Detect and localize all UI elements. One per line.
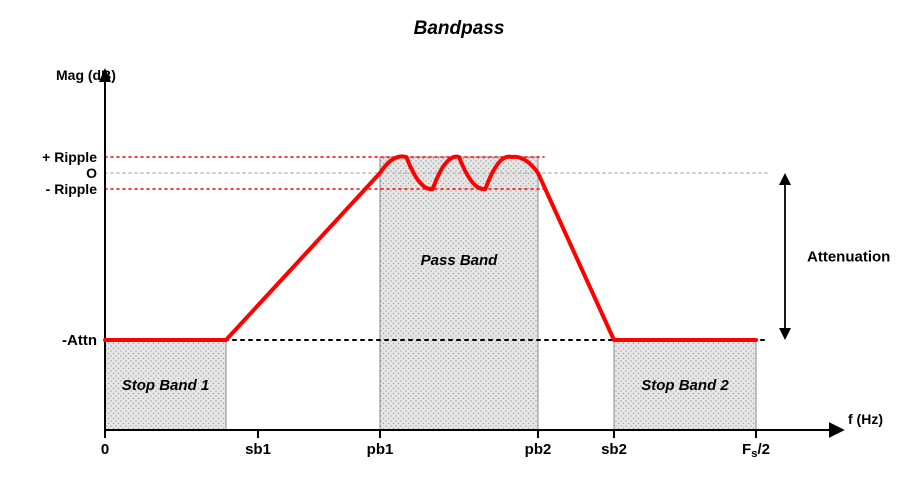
xtick-sb1: sb1 bbox=[245, 441, 271, 458]
xtick-fs2: Fs/2 bbox=[742, 441, 770, 460]
passband-region bbox=[380, 157, 538, 430]
stopband1-label: Stop Band 1 bbox=[122, 377, 210, 394]
attenuation-label: Attenuation bbox=[807, 249, 890, 266]
xtick-pb2: pb2 bbox=[525, 441, 552, 458]
passband-label: Pass Band bbox=[421, 252, 499, 269]
xtick-zero: 0 bbox=[101, 441, 109, 458]
xtick-pb1: pb1 bbox=[367, 441, 394, 458]
stopband2-label: Stop Band 2 bbox=[641, 377, 729, 394]
ylabel-plus-ripple: + Ripple bbox=[42, 149, 97, 165]
x-axis-label: f (Hz) bbox=[848, 411, 883, 427]
ylabel-minus-ripple: - Ripple bbox=[46, 181, 98, 197]
ylabel-attn: -Attn bbox=[62, 332, 97, 349]
xtick-sb2: sb2 bbox=[601, 441, 627, 458]
y-axis-label: Mag (dB) bbox=[56, 67, 116, 83]
bandpass-chart: Mag (dB) f (Hz) + RippleO- Ripple -Attn 0 sb1… bbox=[0, 0, 918, 501]
ylabel-zero: O bbox=[86, 165, 97, 181]
